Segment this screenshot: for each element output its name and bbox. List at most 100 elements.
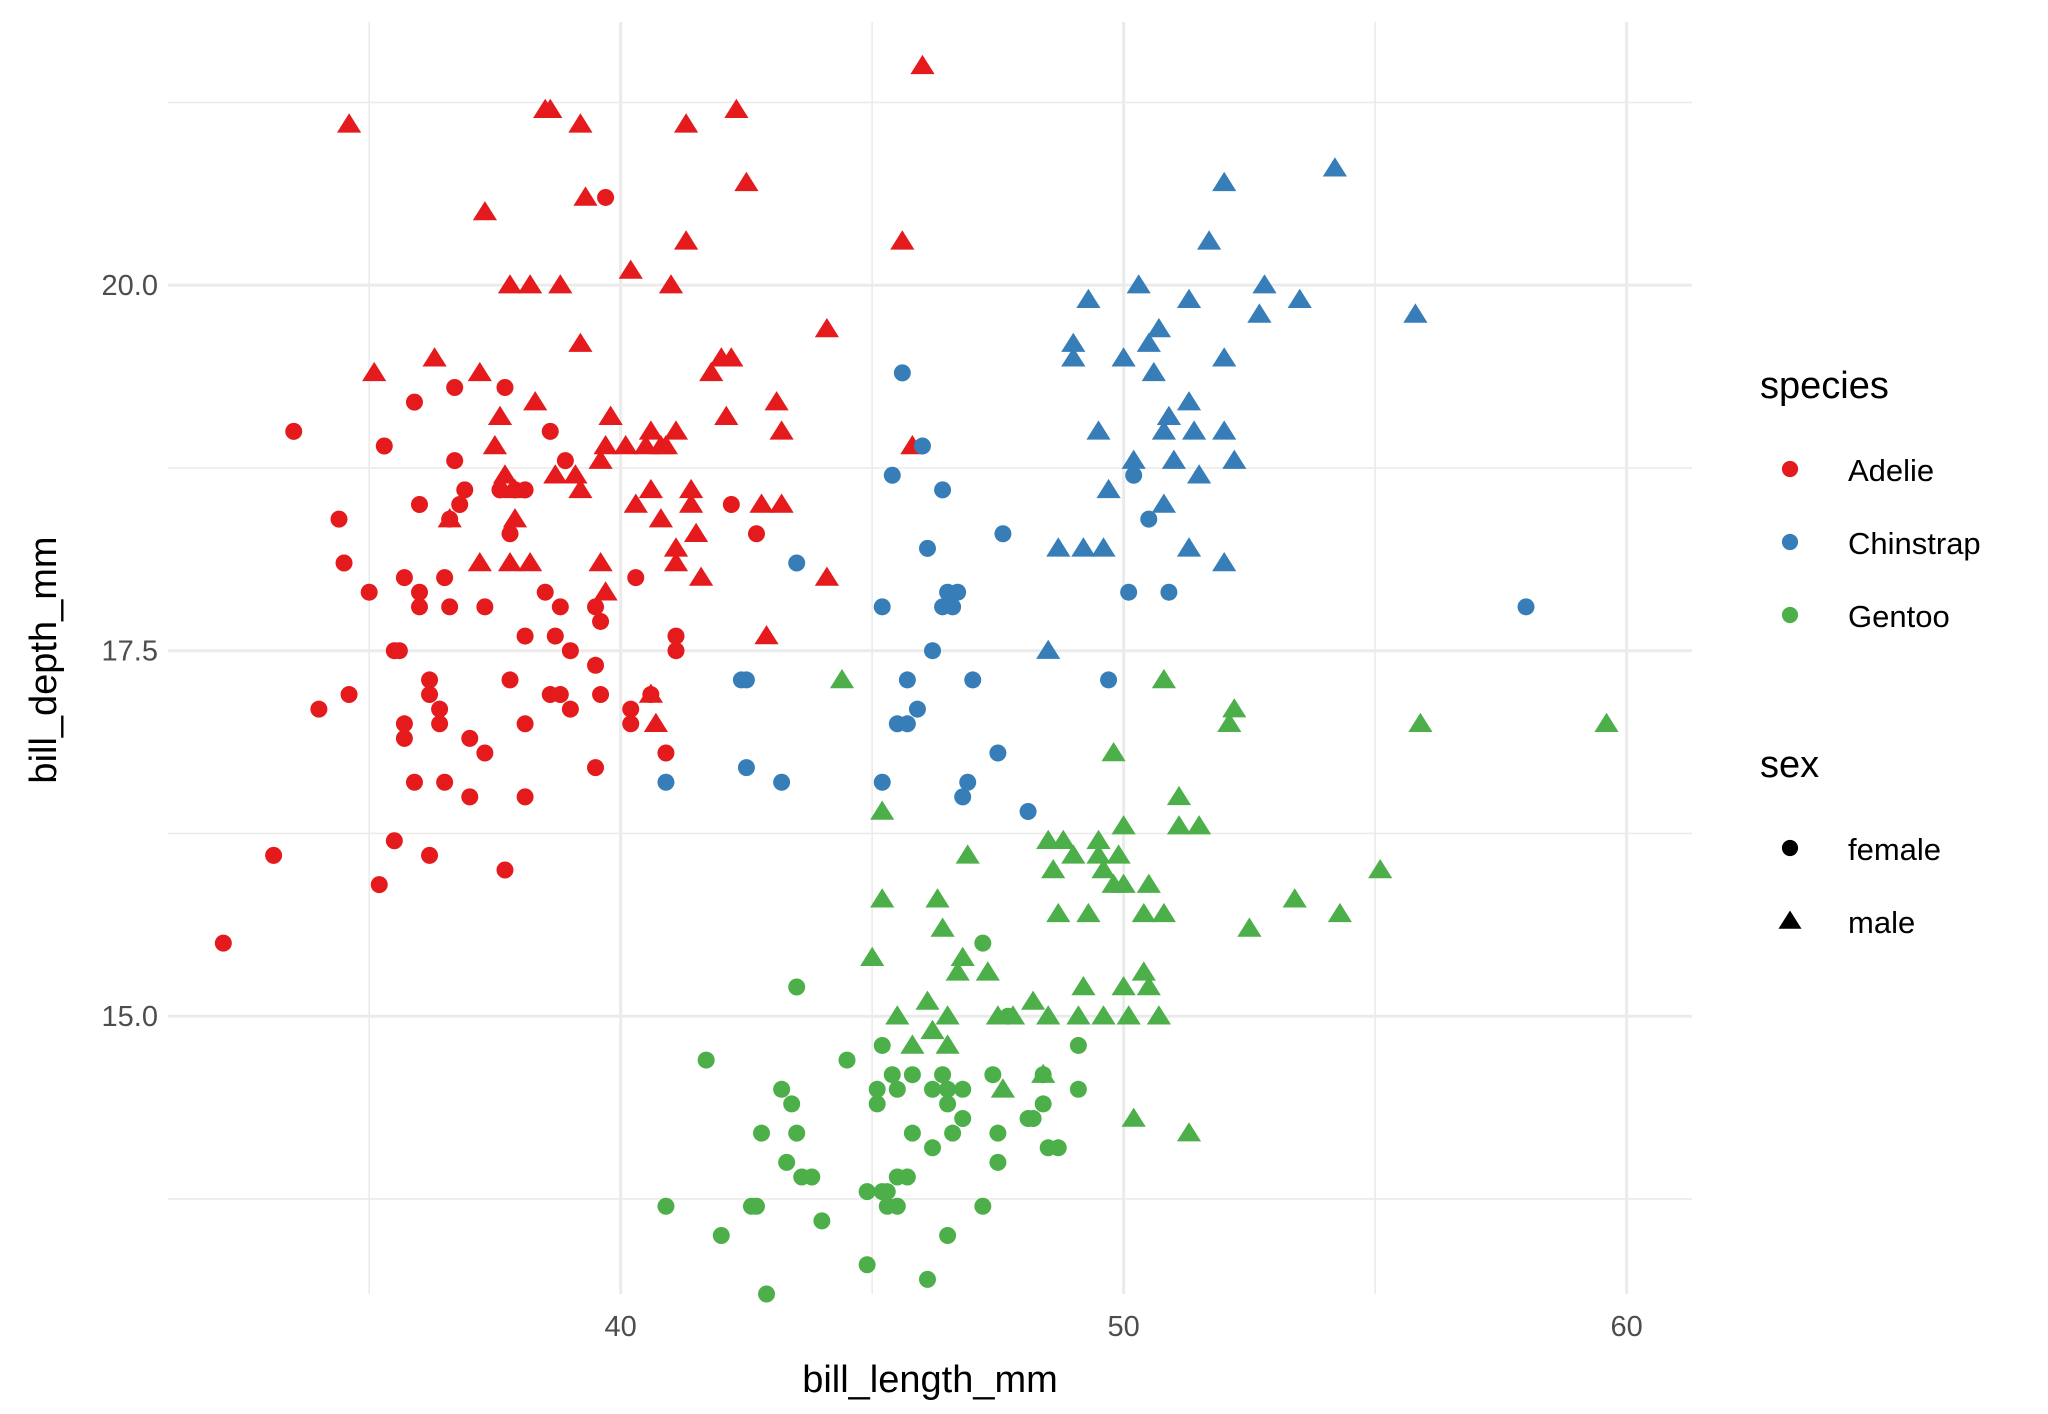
data-point bbox=[410, 495, 428, 513]
y-axis-ticks: 15.0 17.5 20.0 bbox=[102, 270, 158, 1033]
data-point bbox=[888, 1197, 906, 1215]
data-point bbox=[663, 537, 689, 557]
data-point bbox=[623, 493, 648, 513]
data-point bbox=[214, 934, 232, 952]
data-point bbox=[1046, 902, 1071, 923]
data-point bbox=[1125, 466, 1143, 484]
data-point bbox=[788, 978, 806, 996]
legend-title: sex bbox=[1760, 744, 1819, 786]
data-point bbox=[1096, 478, 1121, 499]
data-point bbox=[1141, 361, 1166, 382]
data-point bbox=[778, 1153, 796, 1171]
data-point bbox=[516, 715, 534, 733]
data-point bbox=[1151, 493, 1176, 513]
data-point bbox=[838, 1051, 856, 1069]
data-point bbox=[587, 598, 605, 616]
data-point bbox=[964, 671, 982, 689]
data-point bbox=[924, 1139, 942, 1157]
data-point bbox=[653, 435, 678, 455]
data-point bbox=[753, 1124, 771, 1142]
data-point bbox=[1069, 1036, 1087, 1054]
data-point bbox=[1140, 510, 1158, 528]
data-point bbox=[679, 478, 704, 499]
data-point bbox=[873, 598, 891, 616]
data-point bbox=[1212, 171, 1237, 192]
data-point bbox=[747, 525, 765, 543]
data-point bbox=[1071, 976, 1096, 996]
legend-label: female bbox=[1848, 832, 1941, 867]
data-point bbox=[1049, 1139, 1067, 1157]
data-point bbox=[989, 744, 1007, 762]
data-point bbox=[813, 1212, 831, 1230]
data-point bbox=[870, 888, 895, 908]
data-point bbox=[888, 1080, 906, 1098]
data-point bbox=[814, 566, 839, 586]
data-point bbox=[1071, 537, 1096, 557]
data-point bbox=[1136, 976, 1161, 996]
data-point bbox=[410, 598, 428, 616]
data-point bbox=[541, 422, 559, 440]
data-point bbox=[1024, 1110, 1042, 1128]
data-point bbox=[1036, 1005, 1061, 1025]
grid bbox=[168, 22, 1692, 1294]
y-tick-label: 15.0 bbox=[102, 1001, 158, 1033]
data-point bbox=[934, 1066, 952, 1084]
data-point bbox=[1222, 449, 1247, 469]
data-point bbox=[265, 846, 283, 864]
data-point bbox=[405, 773, 423, 791]
data-point bbox=[934, 481, 952, 499]
data-point bbox=[814, 318, 839, 338]
data-point bbox=[697, 1051, 715, 1069]
data-point bbox=[1066, 1005, 1091, 1025]
data-point bbox=[501, 525, 519, 543]
data-point bbox=[955, 844, 980, 864]
data-point bbox=[903, 1066, 921, 1084]
legend-label: Gentoo bbox=[1848, 599, 1950, 634]
data-point bbox=[563, 464, 588, 484]
data-point bbox=[1237, 917, 1262, 937]
data-point bbox=[337, 113, 362, 133]
data-point bbox=[492, 464, 518, 484]
data-point bbox=[758, 1285, 776, 1303]
x-tick-label: 50 bbox=[1108, 1311, 1140, 1343]
data-point bbox=[330, 510, 348, 528]
data-point bbox=[431, 715, 449, 733]
data-point bbox=[903, 1124, 921, 1142]
data-point bbox=[1086, 420, 1111, 440]
data-point bbox=[1187, 464, 1212, 484]
data-point bbox=[1086, 844, 1111, 864]
legend: species Adelie Chinstrap Gentoo sex female mal… bbox=[1760, 365, 1981, 940]
data-point bbox=[1111, 873, 1136, 893]
data-point bbox=[935, 1005, 960, 1025]
data-point bbox=[989, 1153, 1007, 1171]
data-point bbox=[1091, 1005, 1116, 1025]
data-point bbox=[1517, 598, 1535, 616]
data-point bbox=[1091, 859, 1116, 879]
data-point bbox=[1594, 712, 1619, 732]
data-point bbox=[1151, 420, 1176, 440]
data-point bbox=[829, 668, 855, 689]
series-gentoo-female bbox=[657, 934, 1087, 1303]
data-point bbox=[984, 1066, 1002, 1084]
data-point bbox=[1136, 332, 1161, 352]
data-point bbox=[285, 422, 303, 440]
data-point bbox=[1182, 420, 1207, 440]
data-point bbox=[395, 715, 413, 733]
data-point bbox=[1217, 712, 1242, 732]
data-point bbox=[613, 435, 638, 455]
data-point bbox=[949, 583, 967, 601]
data-point bbox=[868, 1080, 886, 1098]
data-point bbox=[1100, 671, 1118, 689]
data-point bbox=[1247, 303, 1272, 323]
data-point bbox=[674, 113, 699, 133]
data-point bbox=[551, 598, 569, 616]
data-point bbox=[1000, 1005, 1026, 1025]
data-point bbox=[1111, 976, 1136, 996]
data-point bbox=[737, 671, 755, 689]
data-point bbox=[1161, 449, 1186, 469]
data-point bbox=[370, 876, 388, 894]
data-point bbox=[1136, 873, 1161, 893]
data-point bbox=[1212, 552, 1237, 572]
data-point bbox=[663, 420, 689, 440]
